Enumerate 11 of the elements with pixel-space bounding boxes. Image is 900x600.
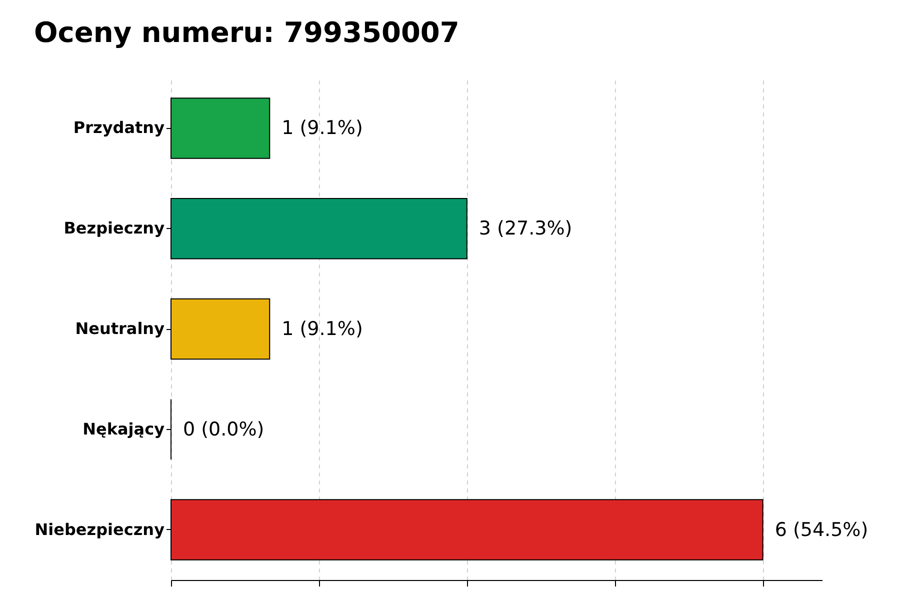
y-tick-label: Bezpieczny bbox=[64, 218, 166, 238]
data-label: 3 (27.3%) bbox=[478, 218, 572, 240]
y-tick-label: Nękający bbox=[82, 419, 166, 438]
y-tick-label: Neutralny bbox=[75, 319, 166, 338]
chart-title: Oceny numeru: 799350007 bbox=[34, 16, 460, 49]
y-tick-label: Niebezpieczny bbox=[34, 520, 166, 539]
data-label: 1 (9.1%) bbox=[282, 117, 363, 140]
data-label: 6 (54.5%) bbox=[774, 518, 868, 541]
y-tick-label: Przydatny bbox=[73, 118, 166, 138]
data-label: 1 (9.1%) bbox=[282, 318, 363, 340]
data-label: 0 (0.0%) bbox=[183, 418, 264, 440]
